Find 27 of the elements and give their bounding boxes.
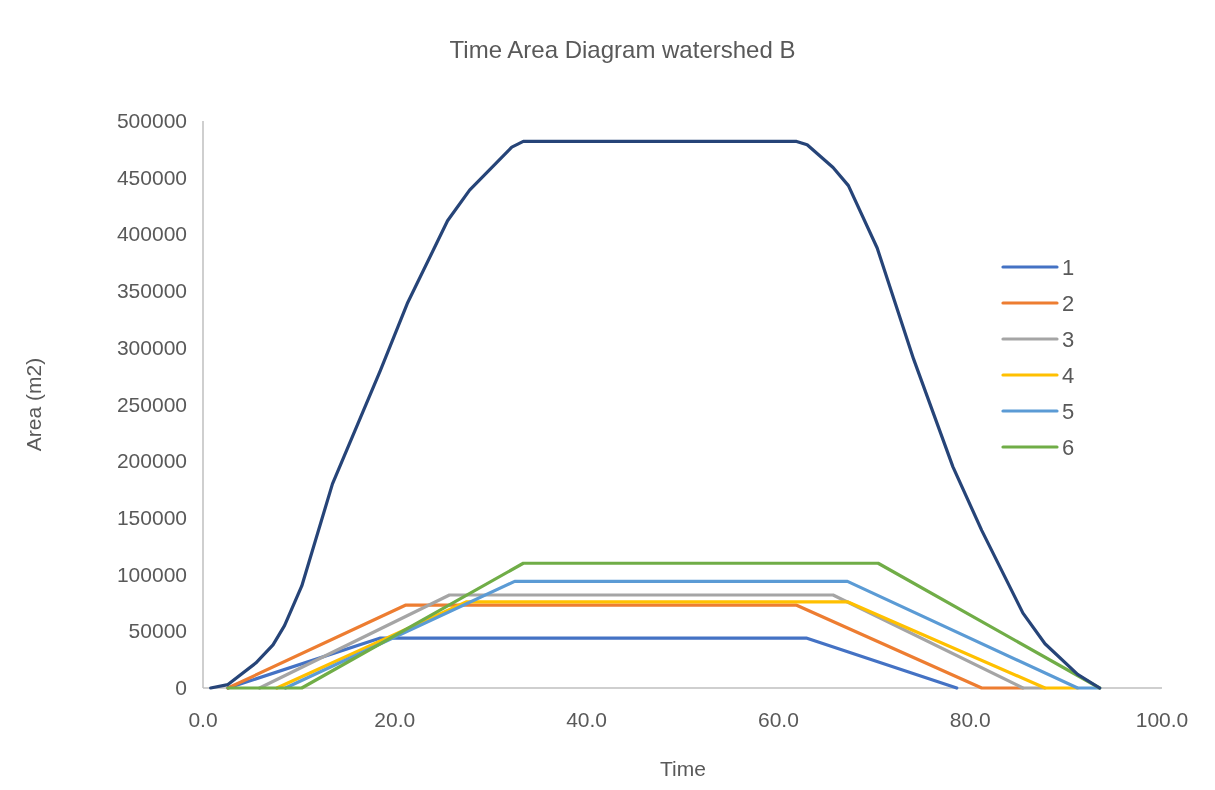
chart-title: Time Area Diagram watershed B <box>449 36 796 63</box>
y-tick-label: 150000 <box>116 505 187 529</box>
legend-label: 3 <box>1062 327 1075 352</box>
y-tick-label: 250000 <box>116 392 187 416</box>
y-tick-label: 0 <box>175 676 187 699</box>
legend-label: 1 <box>1062 255 1075 280</box>
y-tick-label: 50000 <box>128 619 187 643</box>
legend-label: 5 <box>1062 399 1075 424</box>
y-tick-label: 400000 <box>116 222 187 246</box>
legend-label: 4 <box>1062 363 1075 388</box>
legend-label: 6 <box>1062 435 1075 460</box>
y-tick-label: 100000 <box>116 562 187 586</box>
y-axis-title: Area (m2) <box>22 357 45 452</box>
line-series <box>209 139 1102 690</box>
y-tick-label: 350000 <box>116 279 187 303</box>
x-tick-label: 60.0 <box>757 708 799 731</box>
legend-label: 2 <box>1062 291 1075 316</box>
x-tick-label: 40.0 <box>566 708 608 731</box>
x-tick-label: 0.0 <box>188 708 218 731</box>
x-tick-label: 20.0 <box>374 708 416 731</box>
x-tick-label: 100.0 <box>1135 708 1189 731</box>
y-tick-label: 500000 <box>116 109 187 132</box>
y-tick-label: 450000 <box>116 165 187 189</box>
x-axis-title: Time <box>660 757 706 780</box>
x-tick-label: 80.0 <box>949 708 991 731</box>
y-tick-label: 200000 <box>116 449 187 473</box>
y-tick-label: 300000 <box>116 335 187 359</box>
